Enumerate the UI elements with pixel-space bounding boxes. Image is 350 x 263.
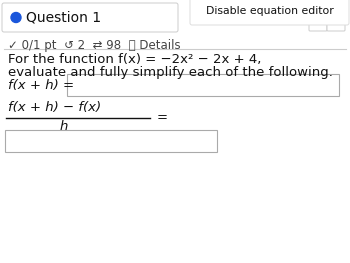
Text: =: = [157,112,168,124]
Text: Question 1: Question 1 [26,11,101,24]
Text: f(x + h) =: f(x + h) = [8,78,74,92]
Text: For the function f(x) = −2x² − 2x + 4,: For the function f(x) = −2x² − 2x + 4, [8,53,261,66]
Circle shape [11,13,21,23]
Text: h: h [60,119,68,133]
Text: evaluate and fully simplify each of the following.: evaluate and fully simplify each of the … [8,66,333,79]
FancyBboxPatch shape [67,74,339,96]
FancyBboxPatch shape [2,3,178,32]
FancyBboxPatch shape [5,130,217,152]
Text: Disable equation editor: Disable equation editor [206,6,333,16]
FancyBboxPatch shape [190,0,349,25]
FancyBboxPatch shape [327,4,345,31]
Text: ✓ 0/1 pt  ↺ 2  ⇄ 98  ⓘ Details: ✓ 0/1 pt ↺ 2 ⇄ 98 ⓘ Details [8,39,181,52]
Text: f(x + h) − f(x): f(x + h) − f(x) [8,102,101,114]
FancyBboxPatch shape [309,4,327,31]
